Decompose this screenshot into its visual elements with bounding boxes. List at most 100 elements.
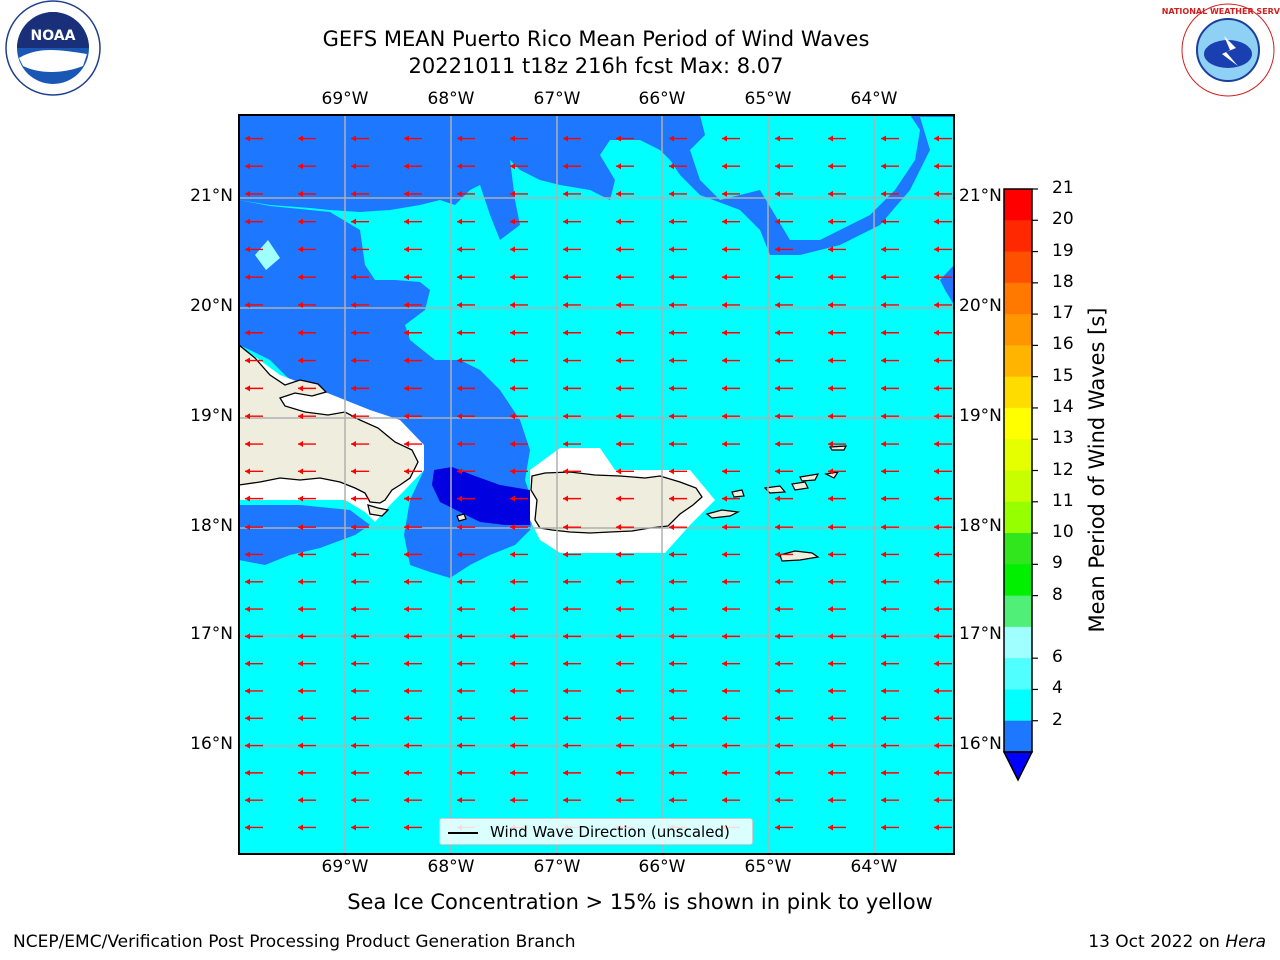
wind-arrow-head [669,190,674,197]
colorbar-title: Mean Period of Wind Waves [s] [1085,307,1109,633]
wind-arrow-head [563,301,568,308]
colorbar-segment [1004,626,1032,659]
wind-arrow-head [669,524,674,531]
wind-arrow-head [457,246,462,253]
lat-label-right: 16°N [959,734,1002,754]
wind-arrow-head [563,468,568,475]
wind-arrow-head [298,495,303,502]
wind-arrow-head [457,715,462,722]
colorbar-tick-label: 18 [1052,271,1074,292]
wind-arrow-head [298,633,303,640]
wind-arrow-head [616,357,621,364]
wind-arrow-head [616,329,621,336]
wind-arrow-head [669,357,674,364]
wind-arrow-head [934,108,939,114]
wind-arrow-head [934,385,939,392]
lon-label-top: 69°W [321,89,369,109]
wind-arrow-head [775,218,780,225]
wind-arrow-head [510,578,515,585]
wind-arrow-head [404,301,409,308]
wind-arrow-head [404,246,409,253]
wind-arrow-head [669,551,674,558]
wind-arrow-head [351,163,356,170]
wind-arrow-head [457,274,462,281]
wind-arrow-head [828,163,833,170]
wind-arrow-head [457,606,462,613]
wind-arrow-head [934,606,939,613]
wind-arrow-head [881,135,886,142]
footer-host: Hera [1225,932,1266,952]
wind-arrow-head [669,135,674,142]
map-field [239,108,954,854]
wind-arrow-head [510,135,515,142]
wind-arrow-head [351,742,356,749]
wind-arrow-head [457,797,462,804]
wind-arrow-head [298,769,303,776]
lat-label-right: 19°N [959,406,1002,426]
wind-arrow-head [934,687,939,694]
wind-arrow-head [934,135,939,142]
wind-arrow-head [563,551,568,558]
wind-arrow-head [775,495,780,502]
wind-arrow-head [245,246,250,253]
wind-arrow-head [457,385,462,392]
colorbar-segment [1004,595,1032,628]
wind-arrow-head [351,606,356,613]
wind-arrow-head [722,606,727,613]
map-title: GEFS MEAN Puerto Rico Mean Period of Win… [322,27,870,51]
lat-label-right: 20°N [959,296,1002,316]
wind-arrow-head [616,468,621,475]
wind-arrow-head [404,413,409,420]
wind-arrow-head [934,578,939,585]
wind-arrow-head [510,108,515,114]
wave-period-region-patch [255,240,280,270]
wind-arrow-head [775,715,780,722]
wind-arrow-head [457,633,462,640]
wind-arrow-head [828,606,833,613]
wind-arrow-head [881,163,886,170]
wind-arrow-head [563,385,568,392]
wind-arrow-head [457,413,462,420]
wind-arrow-head [245,495,250,502]
wind-arrow-head [669,329,674,336]
wind-arrow-head [722,660,727,667]
wind-arrow-head [881,413,886,420]
wind-arrow-head [351,190,356,197]
wind-arrow-head [775,301,780,308]
wind-arrow-head [457,329,462,336]
wind-arrow-head [298,108,303,114]
wind-arrow-head [881,301,886,308]
wind-arrow-head [616,163,621,170]
wind-arrow-head [669,468,674,475]
colorbar-segment [1004,251,1032,284]
colorbar-segment [1004,407,1032,440]
wind-arrow-head [881,329,886,336]
wind-arrow-head [828,441,833,448]
colorbar-segment [1004,439,1032,471]
lat-label-left: 18°N [190,516,233,536]
lon-label-top: 66°W [638,89,686,109]
wind-arrow-head [722,797,727,804]
wind-arrow-head [298,246,303,253]
wind-arrow-head [510,441,515,448]
wind-arrow-head [404,824,409,831]
wind-arrow-head [775,524,780,531]
colorbar-tick-label: 11 [1052,490,1074,511]
wind-arrow-head [775,329,780,336]
wind-arrow-head [616,108,621,114]
wind-arrow-head [881,495,886,502]
wind-arrow-head [828,274,833,281]
wind-arrow-head [510,163,515,170]
colorbar-tick-label: 16 [1052,334,1074,355]
wind-arrow-head [245,329,250,336]
wind-arrow-head [775,797,780,804]
wind-arrow-head [616,769,621,776]
colorbar-segment [1004,282,1032,315]
colorbar-tick-label: 10 [1052,522,1074,543]
wind-arrow-head [775,687,780,694]
colorbar-tick-label: 4 [1052,678,1063,699]
wind-arrow-head [669,441,674,448]
wind-arrow-head [669,715,674,722]
wind-arrow-head [722,274,727,281]
wind-arrow-head [351,524,356,531]
